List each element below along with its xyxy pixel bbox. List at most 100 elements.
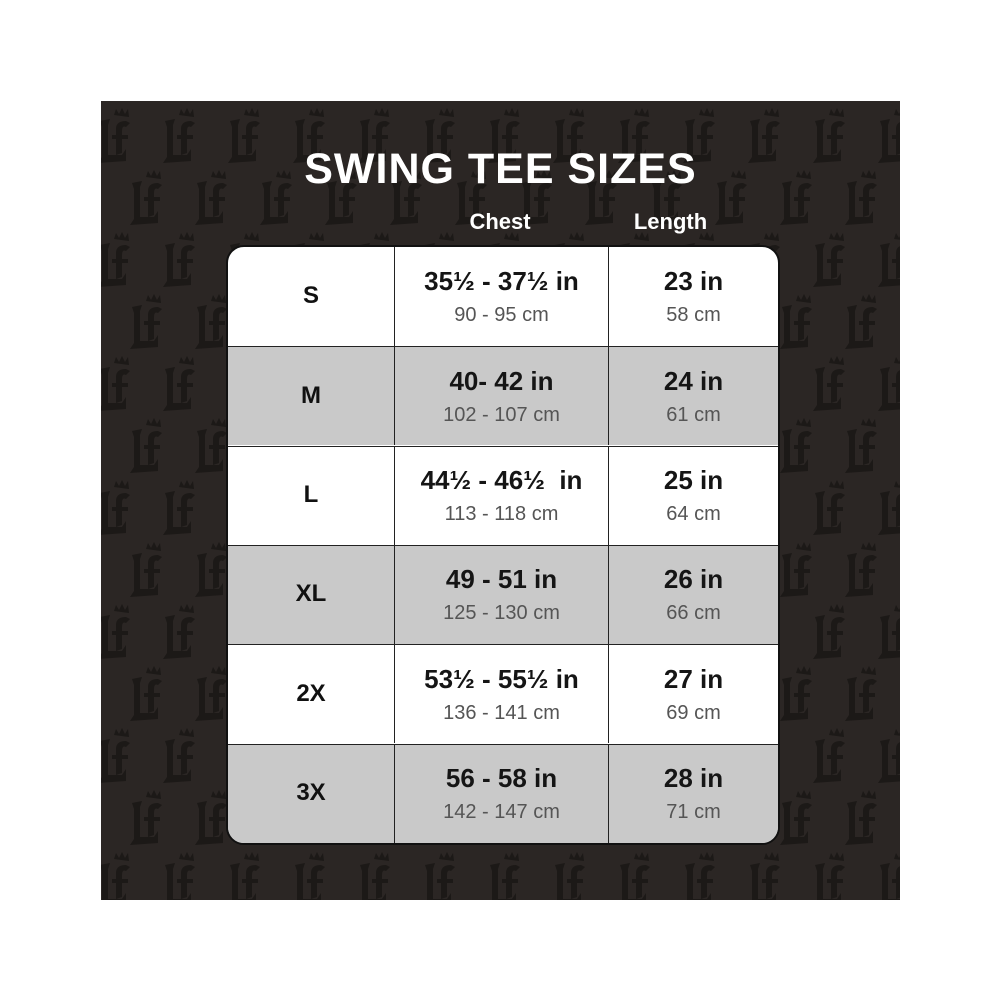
chest-cell: 35½ - 37½ in 90 - 95 cm	[395, 247, 609, 346]
logo-pattern-mark	[878, 109, 900, 163]
size-label: 3X	[296, 779, 326, 807]
length-cell: 23 in 58 cm	[609, 247, 778, 346]
logo-pattern-mark	[325, 170, 357, 225]
logo-pattern-mark	[880, 853, 900, 900]
logo-pattern-mark	[845, 294, 877, 349]
logo-pattern-mark	[163, 480, 195, 535]
logo-pattern-mark	[130, 418, 162, 473]
logo-pattern-mark	[878, 605, 900, 659]
size-label: 2X	[296, 679, 326, 707]
logo-pattern-mark	[748, 108, 780, 163]
logo-pattern-mark	[715, 170, 747, 225]
chest-cell: 53½ - 55½ in 136 - 141 cm	[395, 645, 609, 744]
length-cm: 64 cm	[666, 503, 721, 526]
size-chart-panel: SWING TEE SIZES Chest Length S 35½ - 37½…	[101, 101, 900, 900]
length-cm: 71 cm	[666, 801, 721, 824]
logo-pattern-mark	[130, 790, 162, 845]
logo-pattern-mark	[683, 108, 715, 163]
chest-cm: 90 - 95 cm	[454, 304, 549, 327]
table-row: M 40- 42 in 102 - 107 cm 24 in 61 cm	[228, 346, 778, 446]
logo-pattern-mark	[163, 356, 195, 411]
chest-inches: 56 - 58 in	[445, 762, 558, 793]
chest-cm: 142 - 147 cm	[443, 801, 560, 824]
size-label: S	[302, 282, 319, 310]
table-row: 2X 53½ - 55½ in 136 - 141 cm 27 in 69 cm	[228, 644, 778, 744]
size-cell: 3X	[228, 744, 395, 843]
table-row: XL 49 - 51 in 125 - 130 cm 26 in 66 cm	[228, 544, 778, 644]
logo-pattern-mark	[813, 728, 845, 783]
chest-inches: 40- 42 in	[449, 365, 554, 396]
logo-pattern-mark	[488, 108, 520, 163]
logo-pattern-mark	[230, 852, 260, 900]
logo-pattern-mark	[780, 170, 812, 225]
chest-cell: 44½ - 46½ in 113 - 118 cm	[395, 446, 609, 545]
chart-title: SWING TEE SIZES	[304, 145, 697, 193]
logo-pattern-mark	[195, 170, 227, 225]
logo-pattern-mark	[260, 170, 292, 225]
size-cell: L	[228, 446, 395, 545]
logo-pattern-mark	[780, 294, 812, 349]
length-cell: 25 in 64 cm	[609, 447, 778, 545]
logo-pattern-mark	[293, 108, 325, 163]
logo-pattern-mark	[195, 790, 227, 845]
size-label: L	[303, 481, 319, 509]
logo-pattern-mark	[813, 356, 845, 411]
length-cell: 27 in 69 cm	[609, 645, 778, 743]
logo-pattern-mark	[163, 232, 195, 287]
length-cm: 58 cm	[666, 304, 721, 327]
logo-pattern-mark	[423, 108, 455, 163]
logo-pattern-mark	[845, 666, 877, 721]
size-cell: M	[228, 347, 395, 446]
logo-pattern-mark	[585, 170, 617, 225]
column-header-length: Length	[633, 209, 708, 234]
logo-pattern-mark	[295, 852, 325, 900]
logo-pattern-mark	[195, 542, 227, 597]
chest-inches: 49 - 51 in	[445, 564, 558, 595]
length-cell: 26 in 66 cm	[609, 546, 778, 644]
logo-pattern-mark	[878, 233, 900, 287]
length-cell: 24 in 61 cm	[609, 347, 778, 445]
logo-pattern-mark	[553, 108, 585, 163]
logo-pattern-mark	[163, 604, 195, 659]
logo-pattern-mark	[163, 108, 195, 163]
size-label: XL	[295, 580, 327, 608]
chest-cell: 56 - 58 in 142 - 147 cm	[395, 744, 609, 843]
logo-pattern-mark	[780, 418, 812, 473]
logo-pattern-mark	[845, 418, 877, 473]
chest-cm: 102 - 107 cm	[443, 403, 560, 426]
logo-pattern-mark	[878, 729, 900, 783]
chest-cell: 49 - 51 in 125 - 130 cm	[395, 545, 609, 644]
logo-pattern-mark	[878, 357, 900, 411]
logo-pattern-mark	[845, 790, 877, 845]
length-inches: 23 in	[663, 265, 724, 296]
logo-pattern-mark	[685, 852, 715, 900]
logo-pattern-mark	[750, 852, 780, 900]
logo-pattern-mark	[813, 108, 845, 163]
logo-pattern-mark	[163, 728, 195, 783]
logo-pattern-mark	[520, 170, 552, 225]
logo-pattern-mark	[813, 232, 845, 287]
logo-pattern-mark	[780, 666, 812, 721]
logo-pattern-mark	[455, 170, 487, 225]
logo-pattern-mark	[780, 542, 812, 597]
chest-cm: 136 - 141 cm	[443, 701, 560, 724]
logo-pattern-mark	[195, 294, 227, 349]
logo-pattern-mark	[845, 542, 877, 597]
logo-pattern-mark	[650, 170, 682, 225]
logo-pattern-mark	[555, 852, 585, 900]
logo-pattern-mark	[425, 852, 455, 900]
logo-pattern-mark	[195, 666, 227, 721]
logo-pattern-mark	[845, 170, 877, 225]
chest-cell: 40- 42 in 102 - 107 cm	[395, 347, 609, 446]
table-row: 3X 56 - 58 in 142 - 147 cm 28 in 71 cm	[228, 743, 778, 843]
size-label: M	[301, 381, 321, 409]
size-cell: 2X	[228, 645, 395, 744]
logo-pattern-mark	[101, 480, 130, 535]
logo-pattern-mark	[878, 481, 900, 535]
logo-pattern-mark	[130, 170, 162, 225]
logo-pattern-mark	[618, 108, 650, 163]
logo-pattern-mark	[228, 108, 260, 163]
logo-pattern-mark	[130, 294, 162, 349]
logo-pattern-mark	[360, 852, 390, 900]
size-cell: S	[228, 247, 395, 346]
